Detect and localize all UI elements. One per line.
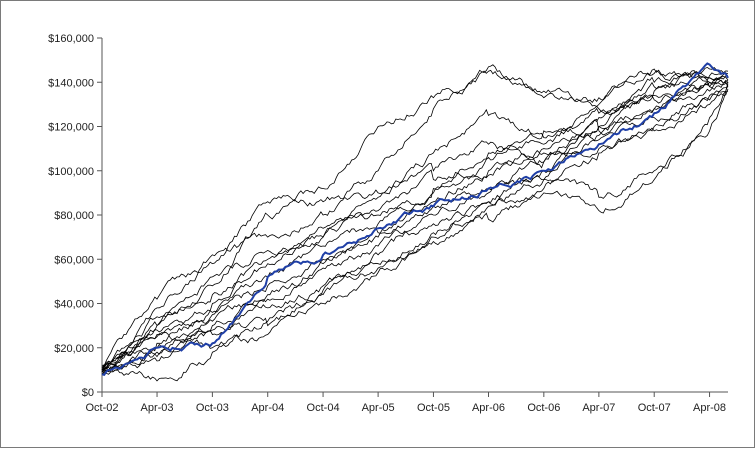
- simulation-path-line: [101, 88, 729, 371]
- simulation-path-line: [101, 66, 728, 371]
- x-tick-label: Oct-06: [527, 402, 560, 414]
- simulation-path-line: [101, 75, 729, 373]
- x-tick-label: Oct-07: [638, 402, 671, 414]
- simulation-path-line: [101, 75, 729, 369]
- x-tick-label: Apr-04: [251, 402, 284, 414]
- simulation-path-line: [101, 68, 729, 371]
- y-tick-label: $140,000: [48, 77, 94, 89]
- simulation-path-line: [101, 64, 729, 373]
- simulation-path-line: [101, 71, 729, 373]
- x-tick-label: Apr-07: [582, 402, 615, 414]
- y-tick-label: $40,000: [54, 299, 94, 311]
- x-tick-label: Oct-04: [307, 402, 340, 414]
- simulation-path-line: [101, 70, 729, 368]
- x-tick-label: Oct-05: [417, 402, 450, 414]
- series-layer: [101, 62, 729, 382]
- simulation-path-line: [101, 90, 729, 371]
- simulation-path-line: [101, 79, 729, 375]
- y-axis: $0 $20,000 $40,000 $60,000 $80,000 $100,000 $1…: [48, 33, 103, 399]
- x-tick-label: Apr-06: [472, 402, 505, 414]
- y-tick-label: $0: [82, 387, 94, 399]
- y-tick-label: $60,000: [54, 254, 94, 266]
- x-tick-label: Oct-03: [196, 402, 229, 414]
- y-tick-label: $160,000: [48, 33, 94, 45]
- simulation-path-line: [101, 81, 729, 371]
- y-tick-label: $100,000: [48, 166, 94, 178]
- x-tick-label: Apr-05: [362, 402, 395, 414]
- highlight-path-line: [101, 62, 729, 377]
- y-tick-label: $120,000: [48, 122, 94, 134]
- x-axis: Oct-02 Apr-03 Oct-03 Apr-04 Oct-04 Apr-05 Oct-…: [85, 391, 728, 414]
- y-tick-label: $80,000: [54, 210, 94, 222]
- y-tick-label: $20,000: [54, 343, 94, 355]
- x-tick-label: Oct-02: [85, 402, 118, 414]
- x-tick-label: Apr-03: [141, 402, 174, 414]
- x-tick-label: Apr-08: [693, 402, 726, 414]
- simulation-path-line: [101, 82, 729, 382]
